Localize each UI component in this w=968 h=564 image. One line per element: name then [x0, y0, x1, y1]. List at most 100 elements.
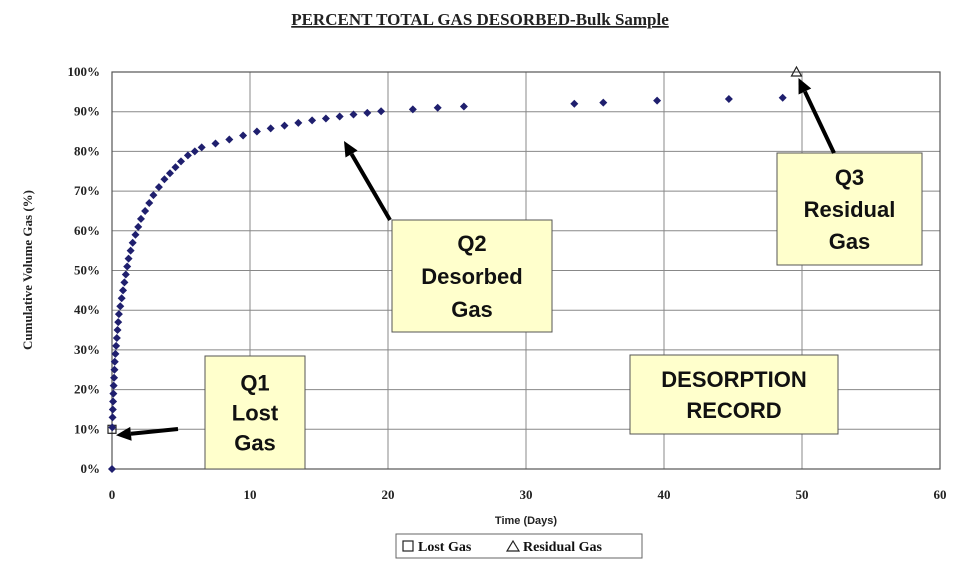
legend-square-marker: [402, 540, 414, 552]
data-point-desorbed: [108, 405, 117, 414]
data-point-desorbed: [778, 93, 787, 102]
x-tick-label: 60: [934, 487, 947, 502]
x-tick-label: 30: [520, 487, 533, 502]
plot-area: [111, 71, 941, 470]
data-point-desorbed: [108, 413, 117, 422]
data-point-desorbed: [112, 341, 121, 350]
data-point-desorbed: [119, 286, 128, 295]
annotation-text-record: RECORD: [686, 398, 781, 423]
annotation-text-q3: Q3: [835, 165, 864, 190]
annotation-text-record: DESORPTION: [661, 367, 806, 392]
x-tick-label: 40: [658, 487, 671, 502]
data-point-desorbed: [109, 397, 118, 406]
data-point-desorbed: [131, 230, 140, 239]
legend-lost-gas: Lost Gas: [418, 540, 472, 555]
data-point-desorbed: [171, 163, 180, 172]
data-point-desorbed: [349, 110, 358, 119]
data-point-desorbed: [149, 191, 158, 200]
y-tick-label: 40%: [74, 302, 100, 317]
y-tick-label: 70%: [74, 183, 100, 198]
y-tick-label: 20%: [74, 382, 100, 397]
data-point-desorbed: [225, 135, 234, 144]
data-point-desorbed: [110, 365, 119, 374]
data-point-desorbed: [154, 183, 163, 192]
arrowhead-q2: [344, 141, 358, 158]
data-point-desorbed: [117, 294, 126, 303]
data-points: [107, 65, 803, 473]
x-tick-label: 50: [796, 487, 809, 502]
data-point-desorbed: [136, 214, 145, 223]
x-tick-label: 20: [382, 487, 395, 502]
axis-ticks: 0% 10% 20% 30% 40% 50% 60% 70% 80% 90% 100% 0 10 20 30…: [68, 64, 947, 502]
legend: Lost Gas Residual Gas: [395, 533, 643, 559]
annotation-text-q3: Residual: [804, 197, 896, 222]
x-tick-label: 0: [109, 487, 116, 502]
y-tick-label: 80%: [74, 143, 100, 158]
annotations: Q1 Lost Gas Q2 Desorbed Gas Q3 Residual Gas DESOR…: [116, 78, 923, 470]
arrowhead-q1: [116, 426, 132, 441]
data-point-desorbed: [120, 278, 129, 287]
data-point-desorbed: [124, 254, 133, 263]
data-point-desorbed: [363, 108, 372, 117]
data-point-desorbed: [177, 157, 185, 166]
x-axis-label: Time (Days): [495, 515, 557, 527]
annotation-text-q2: Q2: [457, 231, 486, 256]
data-point-desorbed: [266, 124, 275, 133]
annotation-text-q1: Q1: [240, 371, 269, 396]
data-point-desorbed: [112, 333, 121, 342]
data-point-desorbed: [252, 127, 261, 136]
y-tick-label: 100%: [68, 64, 101, 79]
data-point-desorbed: [111, 349, 120, 358]
data-point-desorbed: [126, 246, 135, 255]
data-point-desorbed: [599, 98, 608, 107]
annotation-text-q2: Desorbed: [421, 264, 522, 289]
y-tick-label: 50%: [74, 263, 100, 278]
data-point-desorbed: [141, 206, 150, 215]
data-point-desorbed: [123, 262, 132, 271]
annotation-box-q3: [776, 152, 923, 266]
y-tick-label: 60%: [74, 223, 100, 238]
data-point-desorbed: [724, 94, 733, 103]
annotation-text-q3: Gas: [829, 229, 871, 254]
data-point-desorbed: [570, 99, 579, 108]
data-point-desorbed: [114, 318, 123, 327]
arrow-q3: [803, 90, 836, 154]
data-point-desorbed: [653, 96, 662, 105]
data-point-desorbed: [114, 310, 123, 319]
legend-box: [395, 533, 643, 559]
annotation-text-q1: Lost: [232, 401, 279, 426]
data-point-desorbed: [197, 143, 206, 152]
y-tick-label: 30%: [74, 342, 100, 357]
data-point-desorbed: [211, 139, 220, 148]
legend-triangle-marker: [505, 539, 521, 552]
data-point-desorbed: [160, 175, 169, 184]
data-point-desorbed: [110, 373, 119, 382]
legend-residual-gas: Residual Gas: [523, 540, 603, 555]
arrow-q2: [349, 152, 392, 222]
arrow-q1: [130, 427, 179, 436]
data-point-desorbed: [321, 114, 330, 123]
data-point-desorbed: [108, 423, 117, 432]
data-point-desorbed: [308, 116, 317, 125]
data-point-desorbed: [110, 357, 119, 366]
y-tick-label: 0%: [81, 461, 101, 476]
data-point-desorbed: [109, 389, 118, 398]
data-point-desorbed: [294, 118, 303, 127]
data-point-desorbed: [134, 222, 143, 231]
data-point-residual-gas: [790, 65, 803, 77]
annotation-text-q1: Gas: [234, 431, 276, 456]
data-point-desorbed: [459, 102, 468, 111]
data-point-desorbed: [280, 121, 289, 130]
data-point-desorbed: [113, 326, 122, 335]
annotation-box-record: [629, 354, 839, 435]
x-tick-label: 10: [244, 487, 257, 502]
data-point-desorbed: [335, 112, 344, 121]
data-point-desorbed: [433, 103, 442, 112]
data-point-desorbed: [109, 381, 118, 390]
data-point-desorbed: [377, 107, 386, 116]
data-point-desorbed: [408, 105, 417, 114]
arrowhead-q3: [798, 78, 812, 95]
data-point-desorbed: [183, 151, 192, 160]
y-tick-label: 90%: [74, 104, 100, 119]
